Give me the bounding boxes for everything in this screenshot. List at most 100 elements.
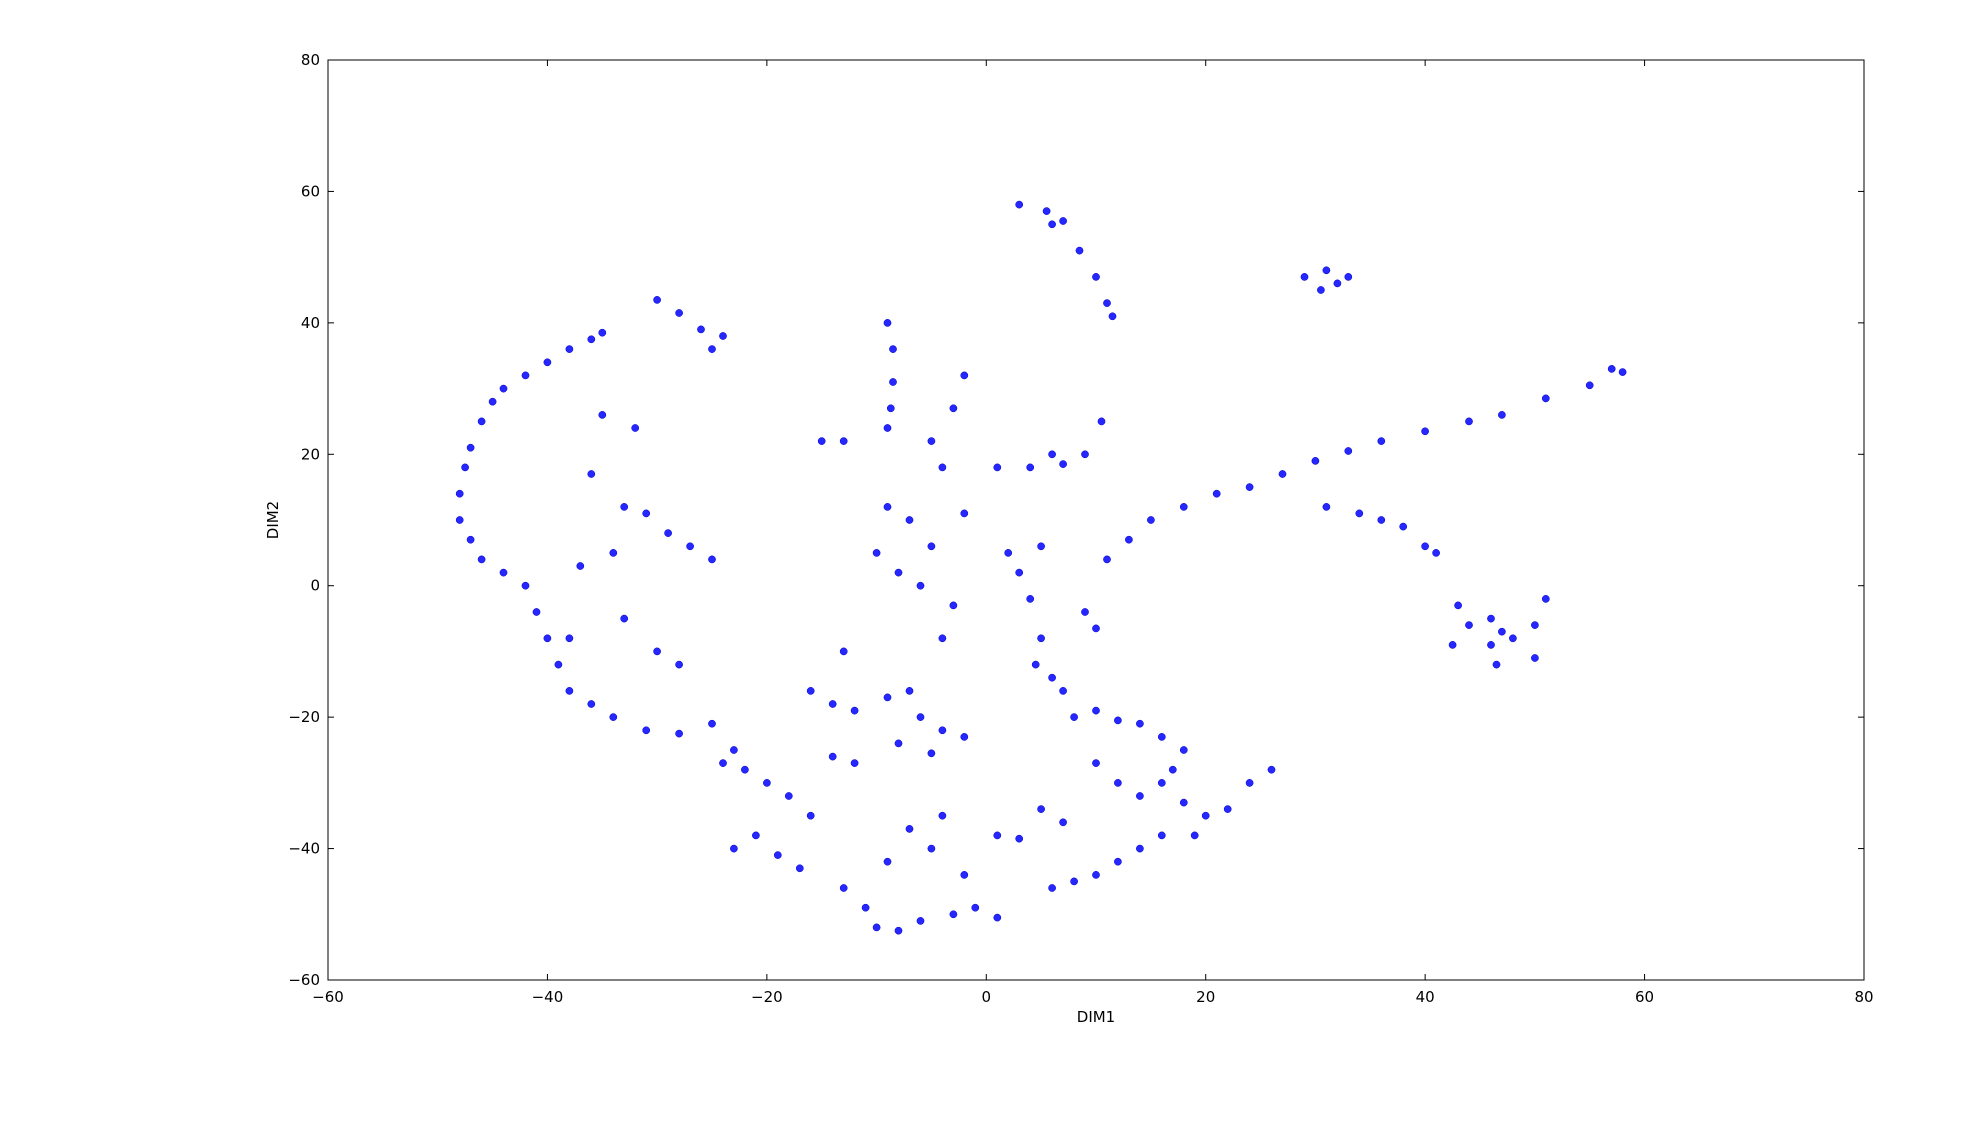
scatter-point xyxy=(1201,811,1210,820)
scatter-point xyxy=(609,549,618,557)
scatter-point xyxy=(1618,368,1627,376)
scatter-point xyxy=(499,568,508,577)
scatter-point xyxy=(993,913,1002,922)
scatter-point xyxy=(894,926,903,935)
scatter-point xyxy=(1509,634,1517,643)
scatter-point xyxy=(927,437,936,445)
scatter-point xyxy=(477,555,486,564)
scatter-point xyxy=(1607,365,1616,373)
scatter-point xyxy=(905,825,914,833)
scatter-point xyxy=(1015,200,1024,209)
scatter-point xyxy=(872,923,881,932)
scatter-point xyxy=(675,660,683,669)
scatter-point xyxy=(719,332,727,340)
scatter-point xyxy=(1037,634,1045,643)
scatter-point xyxy=(960,871,969,879)
scatter-point xyxy=(1136,792,1144,800)
scatter-point xyxy=(1081,608,1089,616)
x-tick-label: −40 xyxy=(532,988,564,1006)
scatter-point xyxy=(499,384,508,393)
scatter-point xyxy=(565,345,574,353)
scatter-point xyxy=(1092,273,1100,281)
scatter-point xyxy=(1179,746,1188,754)
scatter-point xyxy=(1531,654,1539,662)
scatter-point xyxy=(653,647,661,656)
x-tick-label: 80 xyxy=(1854,988,1873,1006)
scatter-point xyxy=(1092,759,1100,767)
scatter-point xyxy=(927,844,936,853)
scatter-point xyxy=(773,851,782,859)
scatter-point xyxy=(938,811,947,820)
scatter-point xyxy=(730,746,738,754)
scatter-point xyxy=(960,509,969,518)
scatter-point xyxy=(1322,266,1331,275)
scatter-point xyxy=(1498,627,1506,636)
scatter-point xyxy=(1212,489,1221,498)
scatter-point xyxy=(1223,805,1232,813)
scatter-point xyxy=(1585,381,1594,390)
scatter-point xyxy=(1179,798,1188,807)
scatter-point xyxy=(905,687,914,695)
scatter-point xyxy=(1245,483,1254,491)
scatter-point xyxy=(461,463,469,472)
scatter-point xyxy=(1059,818,1067,827)
scatter-point xyxy=(1333,279,1342,288)
scatter-point xyxy=(1081,450,1089,459)
scatter-point xyxy=(620,614,629,623)
scatter-point xyxy=(960,371,969,380)
scatter-point xyxy=(828,700,837,708)
scatter-point xyxy=(1070,713,1078,721)
scatter-point xyxy=(1037,542,1045,551)
scatter-point xyxy=(587,700,596,708)
scatter-point xyxy=(927,542,936,551)
scatter-point xyxy=(1377,516,1386,524)
scatter-point xyxy=(1059,217,1067,225)
scatter-point xyxy=(949,910,958,919)
scatter-point xyxy=(927,749,936,758)
scatter-point xyxy=(1157,831,1166,840)
scatter-point xyxy=(960,733,969,741)
scatter-point xyxy=(642,726,651,735)
scatter-point xyxy=(664,529,672,537)
scatter-point xyxy=(598,328,607,337)
scatter-point xyxy=(741,765,749,774)
scatter-point xyxy=(883,857,892,866)
scatter-point xyxy=(806,811,815,820)
plot-frame xyxy=(327,59,1865,981)
scatter-point xyxy=(1465,621,1473,629)
scatter-point xyxy=(1015,568,1024,577)
scatter-point xyxy=(883,319,892,327)
scatter-point xyxy=(1048,450,1056,459)
y-tick-label: −20 xyxy=(288,708,320,726)
scatter-point xyxy=(1498,411,1506,419)
scatter-point xyxy=(784,792,793,800)
y-tick-label: −60 xyxy=(288,971,320,989)
scatter-point xyxy=(971,903,980,912)
scatter-point xyxy=(1179,503,1188,511)
scatter-point xyxy=(1026,463,1035,472)
scatter-point xyxy=(675,309,683,317)
scatter-point xyxy=(488,397,497,406)
scatter-point xyxy=(1465,417,1473,426)
scatter-point xyxy=(1322,503,1331,511)
scatter-point xyxy=(1421,542,1429,551)
scatter-point xyxy=(1531,621,1539,629)
scatter-point xyxy=(938,634,947,643)
scatter-point xyxy=(708,345,716,353)
scatter-point xyxy=(521,581,530,590)
scatter-point xyxy=(1454,601,1462,610)
scatter-point xyxy=(1168,765,1177,774)
scatter-point xyxy=(1103,299,1111,307)
scatter-point xyxy=(1245,779,1254,787)
scatter-point xyxy=(631,424,640,432)
x-tick-label: 40 xyxy=(1416,988,1435,1006)
scatter-point xyxy=(1344,273,1353,281)
scatter-point xyxy=(1103,555,1111,564)
scatter-point xyxy=(883,424,892,432)
scatter-point xyxy=(949,404,958,413)
y-axis-ticks: −60 −40 −20 0 20 40 60 80 xyxy=(288,51,1864,989)
scatter-point xyxy=(1432,549,1440,557)
scatter-point xyxy=(1157,779,1166,787)
y-tick-label: 0 xyxy=(310,577,320,595)
